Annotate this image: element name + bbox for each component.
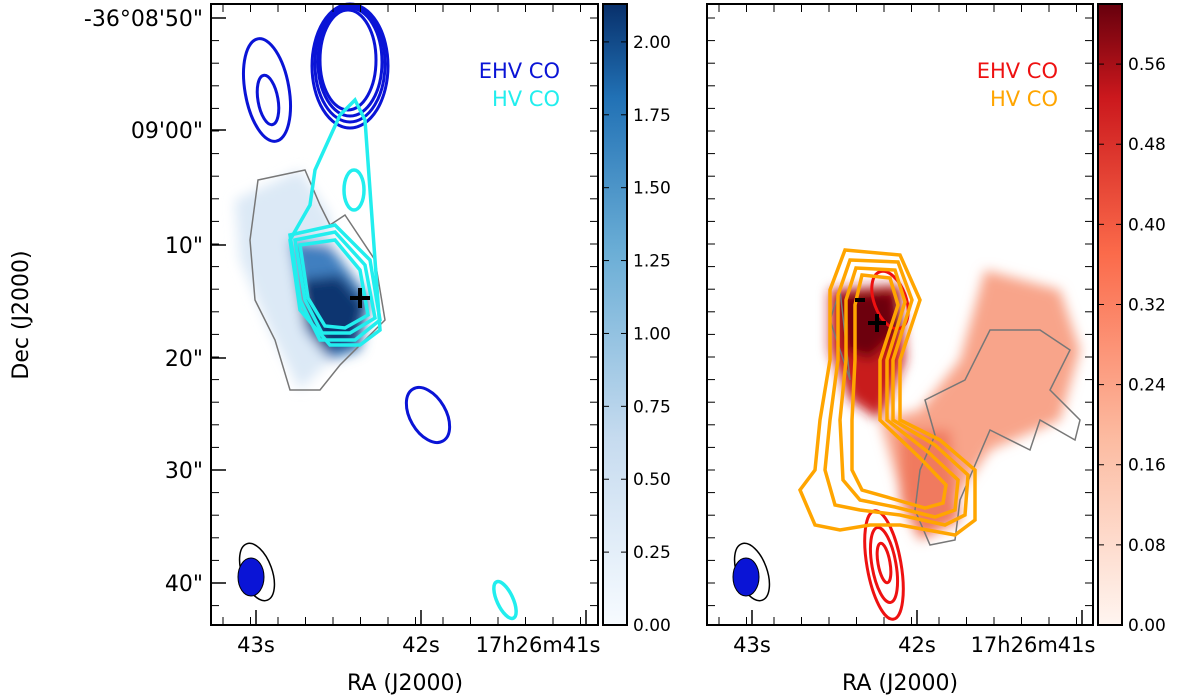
x-tick-label: 17h26m41s [971, 633, 1096, 657]
right-colorbar-ticks: 0.00 0.08 0.16 0.24 0.32 0.40 0.48 0.56 [1098, 55, 1166, 636]
left-ticks: 43s 42s 17h26m41s -36°08'50" 09'00" 10" 20" 30"… [84, 4, 601, 657]
colorbar-tick-label: 0.32 [1128, 295, 1166, 315]
colorbar-tick-label: 1.25 [633, 252, 671, 272]
beam-ellipses [732, 542, 771, 602]
y-tick-label: 09'00" [131, 119, 203, 144]
y-axis-label: Dec (J2000) [9, 250, 34, 379]
colorbar-tick-label: 0.48 [1128, 135, 1166, 155]
y-tick-label: 40" [165, 572, 203, 597]
x-tick-label: 43s [733, 633, 771, 657]
x-tick-label: 42s [898, 633, 936, 657]
colorbar-tick-label: 0.75 [633, 397, 671, 417]
colorbar-tick-label: 0.40 [1128, 215, 1166, 235]
legend-ehv: EHV CO [479, 59, 560, 83]
right-colorbar [1097, 3, 1123, 626]
x-tick-label: 17h26m41s [476, 633, 601, 657]
colorbar-tick-label: 0.16 [1128, 456, 1166, 476]
y-tick-label: 20" [165, 347, 203, 372]
x-axis-label-right: RA (J2000) [842, 671, 958, 696]
ehv-co-contours [863, 269, 910, 621]
colorbar-tick-label: 0.24 [1128, 376, 1166, 396]
hv-co-contours [797, 248, 977, 537]
x-tick-label: 42s [402, 633, 440, 657]
right-panel: EHV CO HV CO 43s 42s 17h26m41s RA (J2000) … [706, 3, 1166, 696]
colorbar-tick-label: 0.50 [633, 470, 671, 490]
right-ticks: 43s 42s 17h26m41s [707, 4, 1095, 657]
beam-ellipses [237, 542, 276, 602]
hv-co-contours [288, 97, 518, 621]
legend-ehv: EHV CO [977, 59, 1058, 83]
left-colorbar [602, 3, 628, 626]
legend-hv: HV CO [990, 87, 1058, 111]
legend-hv: HV CO [492, 87, 560, 111]
y-tick-label: 10" [165, 234, 203, 259]
left-panel: EHV CO HV CO 43s 42s 17h26m41s -36°08'50" 09… [9, 2, 671, 696]
y-tick-label: 30" [165, 459, 203, 484]
x-axis-label-left: RA (J2000) [347, 671, 463, 696]
left-axes-frame [210, 3, 599, 626]
y-tick-label: -36°08'50" [84, 7, 203, 32]
left-colorbar-ticks: 0.00 0.25 0.50 0.75 1.00 1.25 1.50 1.75 2.00 [603, 33, 671, 636]
colorbar-tick-label: 0.08 [1128, 536, 1166, 556]
x-tick-label: 43s [237, 633, 275, 657]
colorbar-tick-label: 2.00 [633, 33, 671, 53]
source-markers [855, 298, 886, 332]
colorbar-tick-label: 0.00 [1128, 616, 1166, 636]
colorbar-tick-label: 1.50 [633, 179, 671, 199]
colorbar-tick-label: 0.00 [633, 616, 671, 636]
source-markers [350, 288, 370, 308]
colorbar-tick-label: 1.75 [633, 106, 671, 126]
colorbar-tick-label: 1.00 [633, 324, 671, 344]
right-axes-frame [706, 3, 1094, 626]
colorbar-tick-label: 0.25 [633, 543, 671, 563]
colorbar-tick-label: 0.56 [1128, 55, 1166, 75]
